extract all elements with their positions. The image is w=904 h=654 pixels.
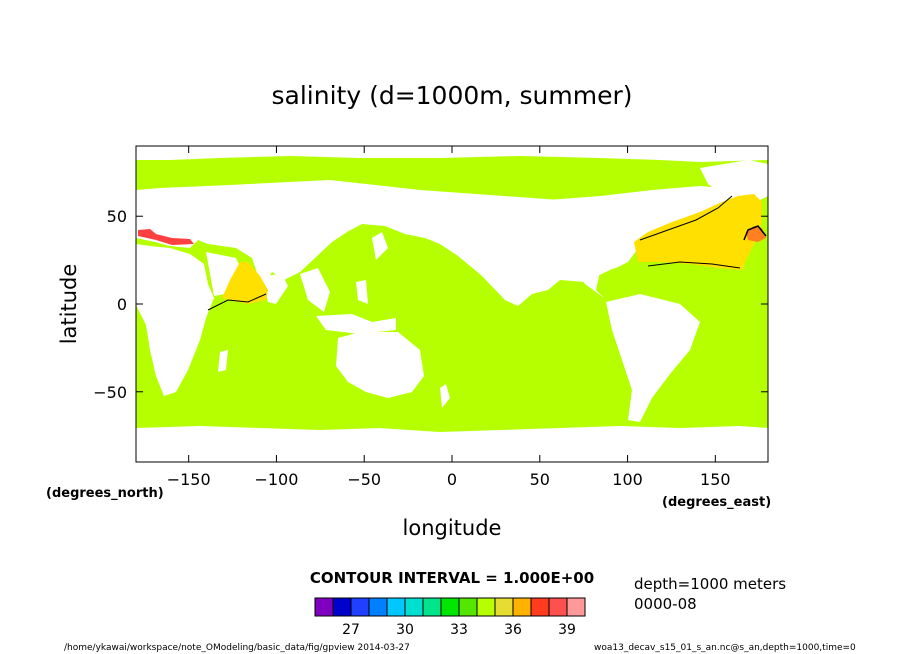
colorbar-swatch [494,597,514,617]
colorbar-swatch [458,597,478,617]
x-axis-unit: (degrees_east) [662,495,771,510]
x-tick-label: 100 [612,470,643,489]
x-tick-label: 0 [447,470,457,489]
y-axis-unit: (degrees_north) [46,486,164,501]
chart-title: salinity (d=1000m, summer) [272,81,633,110]
x-tick-label: −150 [167,470,211,489]
colorbar-swatch [386,597,406,617]
colorbar-swatch [548,597,568,617]
footer-source: woa13_decav_s15_01_s_an.nc@s_an,depth=10… [594,643,856,653]
colorbar-swatch [530,597,550,617]
y-axis-label: latitude [57,264,81,345]
colorbar-swatch [566,597,586,617]
colorbar-label: 39 [558,622,576,638]
colorbar-swatch [422,597,442,617]
contour-36-gulf-of-mexico [743,225,767,241]
x-axis: −150 −100 −50 0 50 100 150 [167,146,731,489]
time-info: 0000-08 [634,595,697,613]
contour-35-north-atlantic-north [639,195,733,241]
colorbar-label: 33 [450,622,468,638]
colorbar-swatch [368,597,388,617]
x-tick-label: 150 [700,470,731,489]
y-tick-label: 0 [117,295,127,314]
colorbar-swatch [512,597,532,617]
arctic-landmass [136,146,768,162]
indonesia-islands [316,314,396,334]
x-tick-label: −50 [347,470,381,489]
philippines-islands [356,280,368,304]
new-zealand-islands [440,384,450,408]
mediterranean-high-salinity [138,229,194,245]
colorbar-swatch [350,597,370,617]
y-tick-label: 50 [107,207,127,226]
japan-islands [372,232,388,260]
north-atlantic-high-salinity [634,194,762,270]
contour-35-arabian-sea [207,293,267,311]
colorbar: 27 30 33 36 39 [314,597,586,638]
antarctica-landmass [136,426,768,462]
southeast-asia [300,268,330,312]
africa-landmass [136,244,214,396]
footer-path: /home/ykawai/workspace/note_OModeling/ba… [64,643,410,653]
x-tick-label: −100 [254,470,298,489]
x-axis-label: longitude [403,516,502,540]
x-tick-label: 50 [530,470,550,489]
colorbar-label: 30 [396,622,414,638]
y-tick-label: −50 [93,383,127,402]
india-subcontinent [262,274,288,304]
y-axis: −50 0 50 [93,207,768,402]
depth-info: depth=1000 meters [634,575,786,593]
colorbar-label: 27 [342,622,360,638]
colorbar-swatch [476,597,496,617]
arabian-sea-high-salinity [222,262,268,304]
colorbar-swatch [404,597,424,617]
contour-interval-label: CONTOUR INTERVAL = 1.000E+00 [310,569,594,587]
colorbar-swatch [314,597,334,617]
australia-landmass [336,332,424,398]
colorbar-label: 36 [504,622,522,638]
colorbar-swatch [332,597,352,617]
madagascar-island [218,350,228,372]
south-america-landmass [606,294,700,422]
contour-35-north-atlantic-south [647,261,741,269]
europe-asia-landmass [136,180,640,306]
salinity-anomalies [138,194,767,311]
colorbar-swatch [440,597,460,617]
map-layer [136,146,768,462]
